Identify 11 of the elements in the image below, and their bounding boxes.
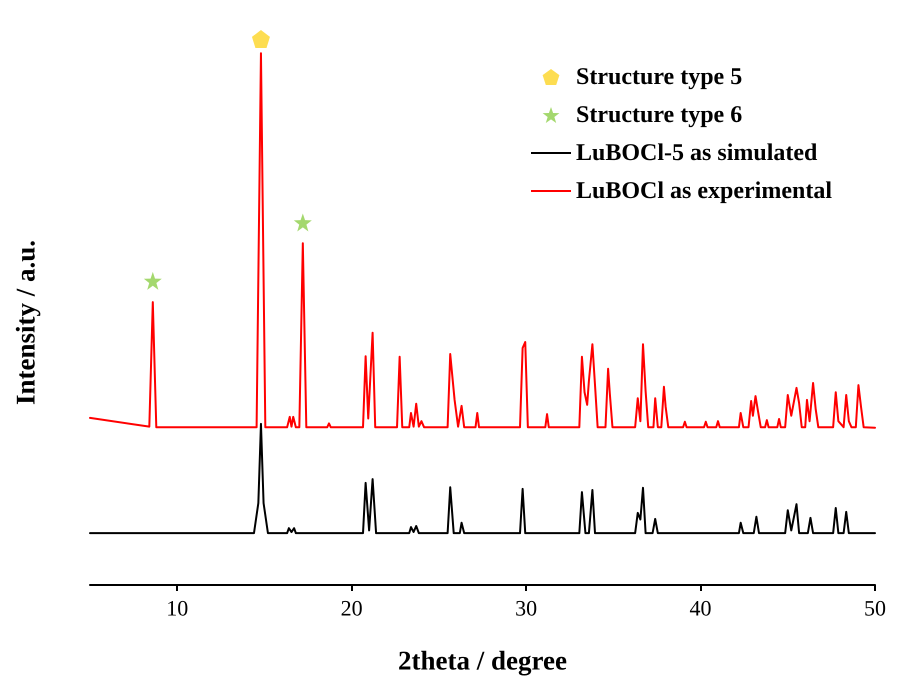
- y-axis-title: Intensity / a.u.: [10, 240, 40, 406]
- x-tick-label: 50: [864, 596, 886, 620]
- x-tick-label: 10: [166, 596, 188, 620]
- legend-label: Structure type 6: [576, 102, 742, 128]
- legend-label: LuBOCl as experimental: [576, 178, 832, 204]
- legend-label: LuBOCl-5 as simulated: [576, 140, 818, 166]
- x-tick-label: 20: [340, 596, 363, 620]
- x-tick-label: 40: [690, 596, 712, 620]
- legend-label: Structure type 5: [576, 64, 742, 90]
- x-tick-label: 30: [515, 596, 538, 620]
- x-axis-title: 2theta / degree: [398, 646, 567, 676]
